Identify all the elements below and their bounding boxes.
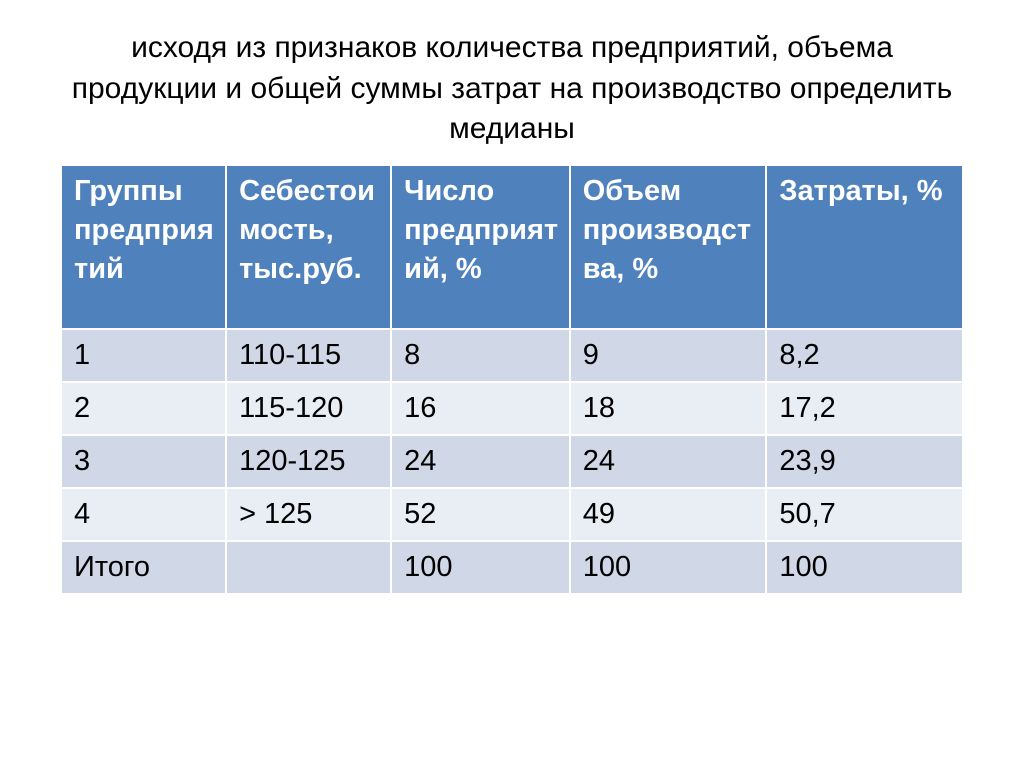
table-header-row: Группы предприятий Себестоимость, тыс.ру…	[61, 165, 963, 329]
cell-volume: 9	[570, 329, 767, 382]
cell-spend: 100	[766, 541, 963, 594]
cell-cost: 110-115	[226, 329, 391, 382]
cell-count: 52	[391, 488, 570, 541]
page-title: исходя из признаков количества предприят…	[60, 28, 964, 150]
table-row: 1 110-115 8 9 8,2	[61, 329, 963, 382]
col-header-group: Группы предприятий	[61, 165, 226, 329]
cell-spend: 50,7	[766, 488, 963, 541]
cell-cost: 120-125	[226, 435, 391, 488]
cell-group: 2	[61, 382, 226, 435]
cell-cost: 115-120	[226, 382, 391, 435]
cell-cost: > 125	[226, 488, 391, 541]
cell-cost	[226, 541, 391, 594]
cell-group: 3	[61, 435, 226, 488]
cell-spend: 23,9	[766, 435, 963, 488]
cell-group: Итого	[61, 541, 226, 594]
cell-group: 1	[61, 329, 226, 382]
cell-count: 24	[391, 435, 570, 488]
cell-count: 8	[391, 329, 570, 382]
slide: исходя из признаков количества предприят…	[0, 0, 1024, 767]
table-row: 4 > 125 52 49 50,7	[61, 488, 963, 541]
data-table: Группы предприятий Себестоимость, тыс.ру…	[60, 164, 964, 596]
table-row: 3 120-125 24 24 23,9	[61, 435, 963, 488]
cell-volume: 24	[570, 435, 767, 488]
col-header-volume: Объем производства, %	[570, 165, 767, 329]
cell-volume: 49	[570, 488, 767, 541]
cell-volume: 100	[570, 541, 767, 594]
table-row-total: Итого 100 100 100	[61, 541, 963, 594]
cell-volume: 18	[570, 382, 767, 435]
col-header-cost: Себестоимость, тыс.руб.	[226, 165, 391, 329]
col-header-count: Число предприятий, %	[391, 165, 570, 329]
cell-spend: 17,2	[766, 382, 963, 435]
cell-count: 100	[391, 541, 570, 594]
table-row: 2 115-120 16 18 17,2	[61, 382, 963, 435]
cell-count: 16	[391, 382, 570, 435]
col-header-spend: Затраты, %	[766, 165, 963, 329]
cell-group: 4	[61, 488, 226, 541]
cell-spend: 8,2	[766, 329, 963, 382]
